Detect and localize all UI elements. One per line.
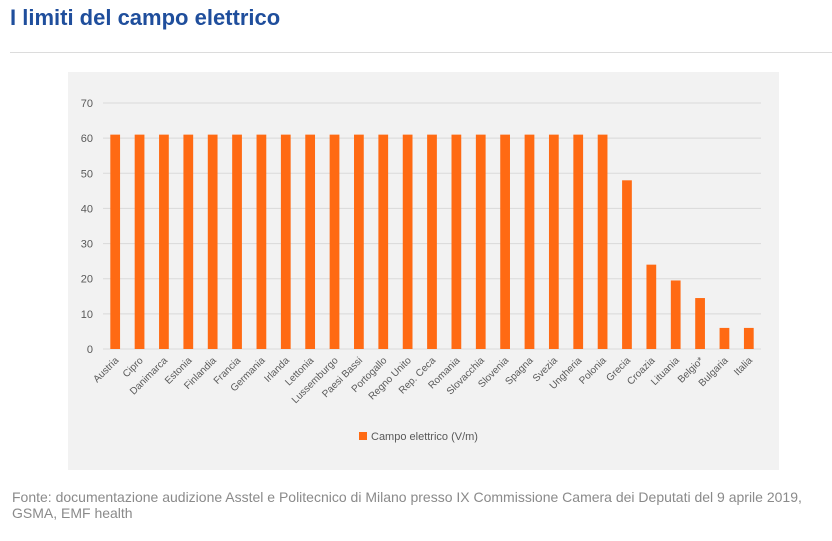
page-title: I limiti del campo elettrico bbox=[10, 5, 281, 30]
bar bbox=[207, 134, 218, 349]
bar bbox=[597, 134, 608, 349]
x-tick-label: Polonia bbox=[577, 355, 609, 387]
bar bbox=[451, 134, 462, 349]
chart-panel: 0 10 20 30 40 50 60 70 Austria Cipro Danimarca Est… bbox=[68, 72, 779, 470]
bar bbox=[622, 180, 632, 349]
y-tick-label: 40 bbox=[81, 203, 93, 215]
bar bbox=[378, 134, 389, 349]
bar bbox=[305, 134, 316, 349]
bar bbox=[743, 327, 754, 349]
bar bbox=[524, 134, 535, 349]
bar bbox=[670, 280, 681, 349]
x-tick-label: Austria bbox=[92, 355, 122, 385]
y-tick-label: 0 bbox=[87, 344, 93, 356]
bar bbox=[646, 264, 657, 349]
bar bbox=[427, 134, 437, 349]
bar bbox=[719, 327, 730, 349]
y-tick-label: 50 bbox=[81, 168, 93, 180]
bar bbox=[475, 134, 486, 349]
y-tick-label: 60 bbox=[81, 133, 93, 145]
chart-legend: Campo elettrico (V/m) bbox=[359, 431, 478, 443]
bar bbox=[402, 134, 413, 349]
y-tick-label: 10 bbox=[81, 309, 93, 321]
bar bbox=[573, 134, 584, 349]
x-tick-label: Italia bbox=[732, 355, 755, 378]
source-note: Fonte: documentazione audizione Asstel e… bbox=[12, 489, 802, 521]
bar bbox=[695, 298, 705, 349]
bar bbox=[256, 134, 267, 349]
bar bbox=[110, 134, 121, 349]
x-tick-label: Spagna bbox=[503, 355, 535, 387]
y-axis: 0 10 20 30 40 50 60 70 bbox=[81, 98, 93, 356]
bar bbox=[159, 134, 169, 349]
x-axis: Austria CiproDanimarcaEstoniaFinlandiaFra… bbox=[92, 355, 756, 406]
legend-label: Campo elettrico (V/m) bbox=[371, 431, 478, 443]
bar bbox=[280, 134, 291, 349]
bar bbox=[134, 134, 145, 349]
chart-bars bbox=[110, 134, 754, 349]
title-divider bbox=[10, 52, 832, 53]
bar bbox=[354, 134, 364, 349]
bar bbox=[500, 134, 510, 349]
bar bbox=[329, 134, 340, 349]
y-tick-label: 20 bbox=[81, 274, 93, 286]
bar-chart: 0 10 20 30 40 50 60 70 Austria CiproDanimarcaEst… bbox=[81, 98, 761, 443]
bar bbox=[548, 134, 559, 349]
y-tick-label: 70 bbox=[81, 98, 93, 110]
y-tick-label: 30 bbox=[81, 239, 93, 251]
bar bbox=[232, 134, 242, 349]
legend-swatch bbox=[359, 432, 367, 440]
bar bbox=[183, 134, 194, 349]
